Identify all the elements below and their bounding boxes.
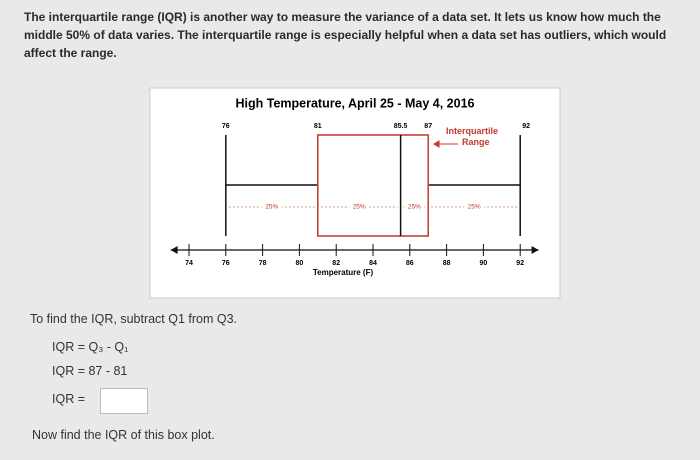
x-tick-label: 90 <box>480 260 488 267</box>
step-text: IQR = <box>52 392 85 406</box>
box <box>317 134 429 237</box>
x-tick-label: 76 <box>222 260 230 267</box>
quartile-label: 25% <box>353 204 366 211</box>
value-label: 85.5 <box>394 123 408 130</box>
intro-text: The interquartile range (IQR) is another… <box>24 10 667 60</box>
value-label: 92 <box>522 123 530 130</box>
x-tick-label: 92 <box>516 260 524 267</box>
chart-title: High Temperature, April 25 - May 4, 2016 <box>236 96 475 110</box>
quartile-label-bg <box>349 202 370 212</box>
x-axis-label: Temperature (F) <box>313 268 374 277</box>
step-text: IQR = 87 - 81 <box>52 364 128 378</box>
x-tick-label: 74 <box>185 260 193 267</box>
x-tick-label: 80 <box>296 260 304 267</box>
quartile-label-bg <box>261 202 282 212</box>
quartile-label: 25% <box>468 204 481 211</box>
value-label: 81 <box>314 123 322 130</box>
annotation-arrow <box>433 140 458 148</box>
x-tick-label: 88 <box>443 260 451 267</box>
quartile-label-bg <box>464 202 485 212</box>
x-tick-label: 82 <box>332 260 340 267</box>
x-tick-label: 86 <box>406 260 414 267</box>
quartile-label-bg <box>404 202 425 212</box>
quartile-label: 25% <box>265 204 278 211</box>
prompt-text: Now find the IQR of this box plot. <box>32 428 215 442</box>
annotation: Interquartile Range <box>446 126 498 147</box>
x-tick-label: 78 <box>259 260 267 267</box>
step-text: To find the IQR, subtract Q1 from Q3. <box>30 312 238 326</box>
quartile-label: 25% <box>408 204 421 211</box>
answer-input[interactable] <box>100 388 148 414</box>
value-label: 76 <box>222 123 230 130</box>
value-label: 87 <box>424 123 432 130</box>
chart-panel <box>149 87 561 299</box>
step-text: IQR = Q₃ - Q₁ <box>52 340 129 354</box>
x-tick-label: 84 <box>369 260 377 267</box>
